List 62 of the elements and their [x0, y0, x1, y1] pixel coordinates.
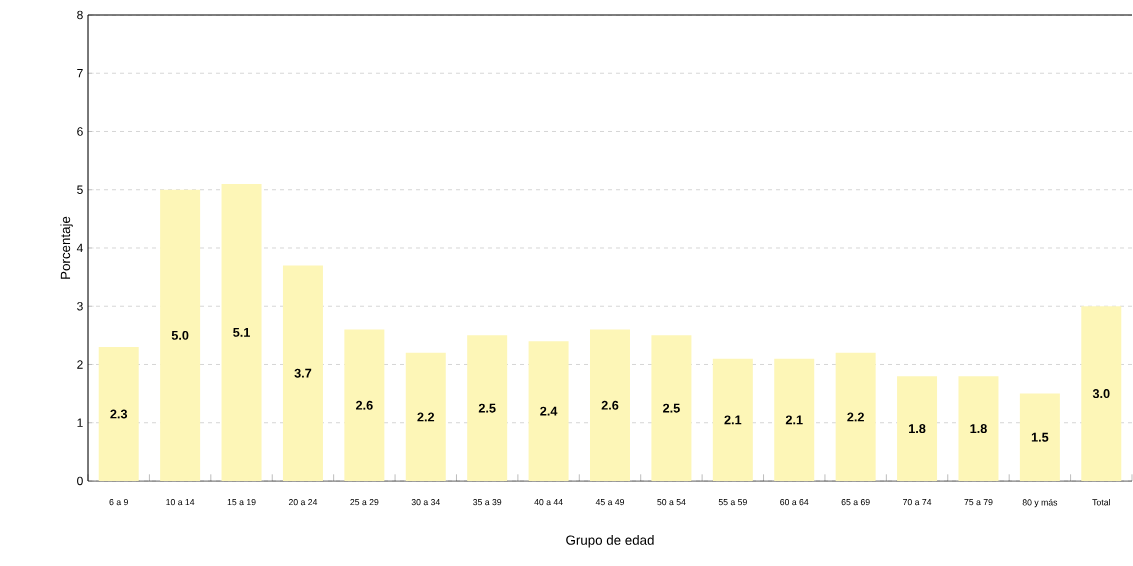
y-tick-label: 1: [77, 418, 83, 427]
x-tick-label: 35 a 39: [473, 499, 502, 506]
y-tick-label: 2: [77, 360, 83, 369]
bar: [835, 352, 876, 481]
x-tick-label: 40 a 44: [534, 499, 563, 506]
data-label: 2.1: [724, 415, 742, 425]
data-label: 5.1: [233, 328, 250, 337]
x-tick-label: Total: [1092, 499, 1110, 506]
y-tick-label: 4: [76, 243, 83, 253]
bar: [160, 189, 201, 481]
x-axis-title: Grupo de edad: [566, 535, 654, 548]
x-tick-label: 50 a 54: [657, 499, 686, 506]
data-label: 3.0: [1092, 389, 1110, 399]
data-label: 2.4: [540, 406, 558, 416]
x-tick-label: 20 a 24: [288, 499, 318, 506]
bar: [282, 265, 323, 481]
data-label: 2.1: [785, 415, 803, 425]
x-tick-label: 75 a 79: [964, 499, 993, 506]
x-tick-label: 25 a 29: [350, 499, 379, 506]
data-label: 2.5: [478, 403, 496, 413]
bar: [405, 352, 446, 481]
x-tick-label: 15 a 19: [227, 499, 256, 506]
data-label: 2.3: [110, 409, 128, 419]
bar: [221, 183, 262, 481]
y-tick-label: 3: [77, 301, 83, 311]
bar: [958, 376, 999, 481]
y-tick-label: 7: [77, 69, 83, 78]
bar: [467, 335, 508, 481]
y-tick-label: 6: [77, 127, 83, 136]
data-label: 1.8: [909, 424, 926, 434]
bar: [712, 358, 753, 481]
data-label: 2.2: [847, 412, 864, 422]
y-tick-label: 5: [77, 185, 83, 194]
x-tick-label: 70 a 74: [903, 499, 932, 506]
data-label: 2.6: [355, 400, 373, 410]
data-label: 5.0: [171, 330, 189, 340]
x-tick-label: 10 a 14: [166, 499, 195, 506]
data-label: 2.5: [663, 403, 680, 413]
x-tick-label: 60 a 64: [780, 499, 809, 506]
y-tick-label: 0: [77, 476, 83, 486]
y-tick-label: 8: [77, 10, 83, 20]
y-axis-title: Porcentaje: [60, 216, 73, 279]
x-tick-label: 6 a 9: [109, 499, 128, 506]
data-label: 1.8: [970, 424, 987, 434]
data-label: 2.2: [417, 412, 435, 422]
data-label: 2.6: [601, 400, 619, 410]
x-tick-label: 65 a 69: [841, 499, 870, 506]
bar: [774, 358, 815, 481]
bar: [98, 347, 139, 481]
x-tick-label: 30 a 34: [411, 499, 440, 506]
x-tick-label: 55 a 59: [718, 499, 747, 506]
bar: [1081, 306, 1122, 481]
x-tick-label: 45 a 49: [595, 499, 625, 506]
data-label: 1.5: [1031, 432, 1049, 442]
x-tick-label: 80 y más: [1022, 499, 1058, 508]
bar: [1019, 393, 1060, 481]
bar: [528, 341, 569, 481]
bar: [651, 335, 692, 481]
bar: [344, 329, 385, 481]
data-label: 3.7: [294, 368, 312, 378]
bar: [590, 329, 631, 481]
bar: [897, 376, 938, 481]
